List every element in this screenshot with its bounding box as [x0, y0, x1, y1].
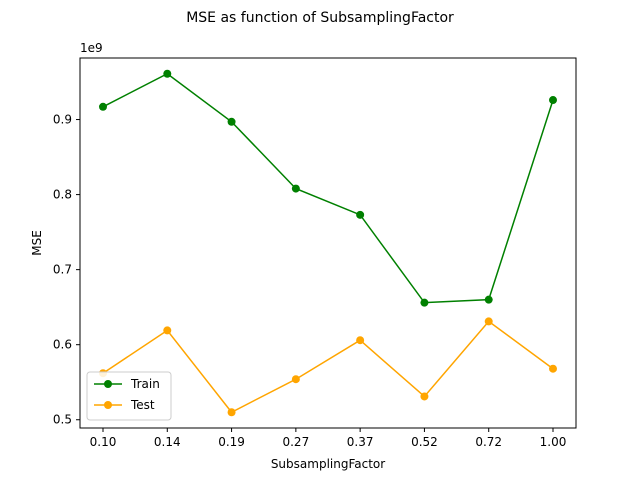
test-data-point [227, 408, 236, 417]
train-data-point [484, 295, 493, 304]
plot-area-frame [79, 57, 577, 429]
x-tick-label: 0.14 [154, 435, 181, 449]
test-data-point [356, 336, 365, 345]
train-data-point [420, 298, 429, 307]
x-tick-label: 0.10 [90, 435, 117, 449]
x-tick-label: 0.37 [347, 435, 374, 449]
y-tick-label: 0.5 [53, 413, 72, 427]
test-data-point [484, 317, 493, 326]
test-series-line [102, 320, 554, 414]
y-tick-label: 0.6 [53, 338, 72, 352]
y-tick-label: 0.9 [53, 113, 72, 127]
legend-train-label: Train [130, 377, 160, 391]
train-data-point [99, 102, 107, 111]
train-data-point [227, 117, 236, 126]
test-data-point [420, 392, 429, 401]
y-tick-label: 0.8 [53, 188, 72, 202]
x-axis-ticks: 0.10 0.14 0.19 0.27 0.37 0.52 0.72 1.00 [90, 428, 567, 449]
x-tick-label: 1.00 [540, 435, 567, 449]
train-data-point [163, 69, 172, 78]
legend-test-marker [104, 401, 112, 409]
x-tick-label: 0.27 [282, 435, 309, 449]
x-axis-label: SubsamplingFactor [271, 457, 385, 471]
train-data-point [291, 184, 300, 193]
legend-train-marker [104, 380, 112, 388]
test-data-point [163, 326, 172, 335]
y-axis-ticks: 0.5 0.6 0.7 0.8 0.9 [53, 113, 80, 427]
train-data-point [549, 96, 557, 105]
test-data-point [291, 375, 300, 384]
x-tick-label: 0.72 [475, 435, 502, 449]
train-data-point [356, 210, 365, 219]
x-tick-label: 0.52 [411, 435, 438, 449]
train-series-line [102, 72, 554, 304]
y-axis-label: MSE [30, 230, 44, 256]
test-data-point [549, 364, 557, 373]
chart-title: MSE as function of SubsamplingFactor [186, 10, 454, 26]
y-tick-label: 0.7 [53, 263, 72, 277]
x-tick-label: 0.19 [218, 435, 245, 449]
series-layer [99, 69, 557, 417]
legend: Train Test [86, 371, 172, 421]
legend-test-label: Test [130, 398, 155, 412]
y-axis-offset-label: 1e9 [80, 41, 103, 55]
